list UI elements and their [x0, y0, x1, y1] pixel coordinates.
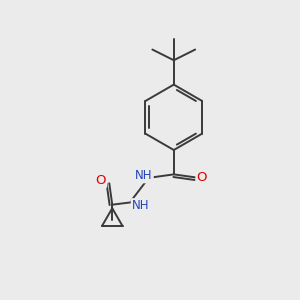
Text: O: O [96, 174, 106, 187]
Text: NH: NH [135, 169, 153, 182]
Text: NH: NH [132, 199, 149, 212]
Text: O: O [196, 171, 207, 184]
